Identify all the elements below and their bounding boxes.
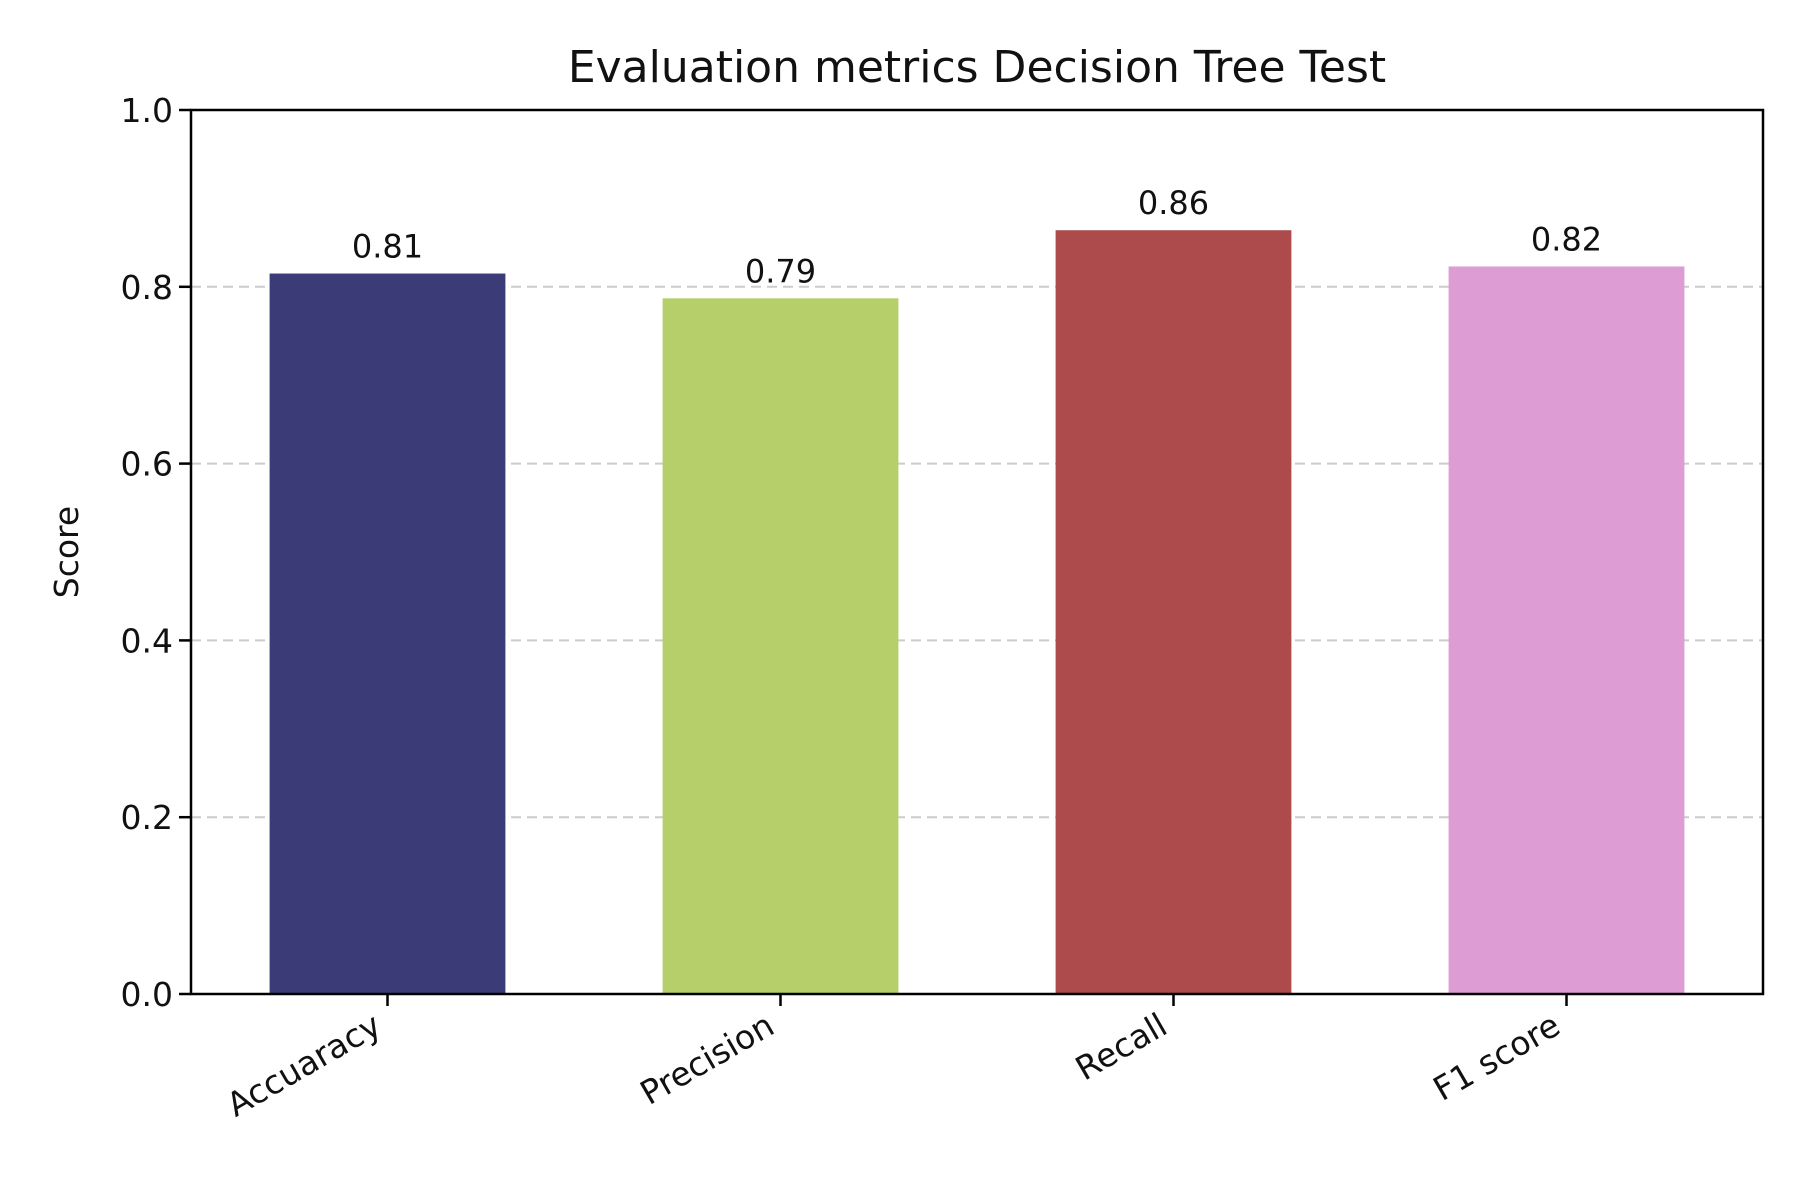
chart-title: Evaluation metrics Decision Tree Test [568,42,1386,93]
data-label: 0.79 [745,252,816,290]
bar-recall [1055,230,1292,994]
y-tick-label: 0.8 [121,268,173,307]
y-tick-label: 0.0 [121,975,173,1014]
data-label: 0.86 [1138,184,1209,222]
x-tick-label: Accuaracy [220,1005,387,1124]
bar-accuaracy [269,273,506,994]
x-tick-label: Precision [633,1005,780,1112]
y-axis-label: Score [47,506,86,598]
bars [269,230,1685,994]
bar-precision [662,298,899,994]
y-tick-label: 1.0 [121,91,173,130]
y-tick-label: 0.4 [121,621,173,660]
y-tick-label: 0.6 [121,445,173,484]
data-label: 0.82 [1531,220,1602,258]
x-tick-label: Recall [1069,1005,1174,1088]
data-labels: 0.81 0.79 0.86 0.82 [352,184,1602,290]
x-tick-label: F1 score [1427,1005,1567,1108]
plot-frame [189,108,1765,996]
bar-f1-score [1448,266,1685,994]
data-label: 0.81 [352,228,423,266]
y-tick-label: 0.2 [121,798,173,837]
